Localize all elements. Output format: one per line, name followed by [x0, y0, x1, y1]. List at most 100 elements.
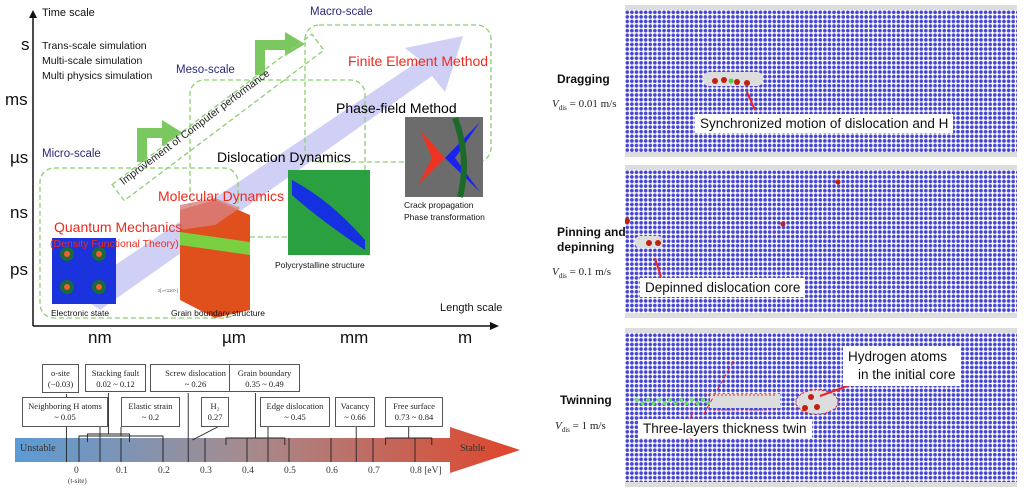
crack-green: [452, 116, 467, 198]
box-value: ~ 0.05: [54, 412, 76, 422]
caption-grain: Grain boundary structure: [171, 308, 266, 318]
polycrystal-dislocations: [292, 180, 365, 250]
note: Multi-scale simulation: [42, 55, 143, 67]
meso-scale-label: Meso-scale: [176, 64, 235, 76]
panel-annotations: [625, 72, 876, 445]
md-grain-boundary: [180, 232, 250, 255]
length-tick: m: [458, 328, 473, 347]
box-value: 0.73 ~ 0.84: [394, 412, 434, 422]
energy-box: Grain boundary 0.35 ~ 0.49: [229, 364, 300, 392]
qm-label: Quantum Mechanics: [54, 219, 183, 235]
energy-tick-label: 0.5: [284, 466, 296, 476]
box-title: Edge dislocation: [266, 401, 324, 411]
energy-box: Neighboring H atoms ~ 0.05: [22, 397, 108, 427]
md-crystal-image: [180, 200, 250, 318]
box-title: Elastic strain: [128, 401, 173, 411]
eq: = 1 m/s: [569, 420, 606, 432]
energy-tick-label: 0.4: [242, 466, 254, 476]
unstable-label: Unstable: [20, 443, 56, 454]
axes-label: z[=<110>]: [158, 288, 178, 293]
energy-box: Edge dislocation ~ 0.45: [260, 397, 330, 427]
time-tick: µs: [10, 148, 29, 167]
md-crystal-top: [180, 198, 240, 230]
energy-tick-label: 0.3: [200, 466, 212, 476]
length-tick: mm: [340, 328, 369, 347]
banner-box: [111, 33, 325, 202]
energy-tick-label: 0: [74, 466, 79, 476]
dd-label: Dislocation Dynamics: [217, 149, 351, 165]
length-axis-label: Length scale: [440, 302, 503, 314]
crack-blue: [445, 122, 480, 192]
box-title: Vacancy: [340, 401, 370, 411]
bent-arrow-icon: [137, 120, 183, 162]
time-tick: ps: [10, 260, 28, 279]
box-title: o-site: [51, 368, 70, 378]
energy-tick-label: 0.1: [116, 466, 128, 476]
vdis-label: Vdis = 1 m/s: [555, 420, 606, 434]
callout-arrow: [746, 91, 756, 111]
macro-scale-label: Macro-scale: [310, 6, 373, 18]
stable-label: Stable: [460, 443, 485, 454]
meso-scale-box: [189, 79, 366, 238]
caption-crack: Crack propagation: [404, 200, 474, 210]
box-value: 0.35 ~ 0.49: [245, 379, 284, 389]
time-tick: ns: [10, 203, 28, 222]
box-value: ~ 0.45: [284, 412, 306, 422]
mode-label: Dragging: [557, 72, 610, 86]
sub: dis: [558, 272, 567, 281]
box-title: Free surface: [393, 401, 435, 411]
caption-electronic: Electronic state: [51, 308, 110, 318]
electron-orbitals: [60, 247, 106, 294]
mode-label: Pinning and depinning: [557, 225, 626, 254]
box-value: (−0.03): [47, 379, 74, 389]
energy-box: o-site (−0.03): [42, 364, 79, 393]
sub: dis: [558, 104, 567, 113]
sub: dis: [561, 426, 570, 435]
energy-scale-graphics: [15, 393, 520, 473]
callout-line: in the initial core: [858, 367, 956, 382]
note: Trans-scale simulation: [42, 40, 147, 52]
vdis-label: Vdis = 0.1 m/s: [552, 266, 611, 280]
callout-arrow: [654, 257, 662, 278]
eq: = 0.1 m/s: [566, 266, 612, 278]
v: V: [552, 98, 559, 110]
macro-scale-box: [304, 24, 492, 163]
energy-box: Free surface 0.73 ~ 0.84: [385, 397, 443, 427]
box-title: Screw dislocation: [165, 368, 226, 378]
v: V: [552, 266, 559, 278]
energy-tick-label: 0.7: [368, 466, 380, 476]
box-title: H₂: [210, 401, 220, 411]
phase-field-label: Phase-field Method: [336, 100, 457, 116]
time-axis-label: Time scale: [42, 7, 95, 19]
multiscale-graphics: [29, 10, 499, 330]
length-tick: µm: [222, 328, 246, 347]
callout-synchronized: Synchronized motion of dislocation and H: [695, 114, 954, 133]
time-tick: ms: [5, 90, 28, 109]
eq: = 0.01 m/s: [566, 98, 617, 110]
crack-red: [418, 130, 445, 185]
box-title: Stacking fault: [91, 368, 140, 378]
caption-phase: Phase transformation: [404, 212, 485, 222]
note: Multi physics simulation: [42, 70, 153, 82]
box-value: ~ 0.2: [141, 412, 160, 422]
dft-label: (Density Functional Theory): [50, 238, 179, 250]
box-title: Neighboring H atoms: [28, 401, 102, 411]
t-site-label: (t-site): [68, 477, 87, 485]
vdis-label: Vdis = 0.01 m/s: [552, 98, 617, 112]
stability-arrow: [15, 427, 520, 473]
box-value: 0.02 ~ 0.12: [96, 379, 135, 389]
dragging-panel: [625, 5, 1017, 157]
box-value: ~ 0.26: [184, 379, 207, 389]
box-value: ~ 0.66: [344, 412, 366, 422]
v: V: [555, 420, 562, 432]
caption-poly: Polycrystalline structure: [275, 260, 365, 270]
time-tick: s: [21, 35, 30, 54]
energy-box: H₂ 0.27: [201, 397, 229, 427]
box-title: Grain boundary: [237, 368, 292, 378]
energy-tick-label: 0.2: [158, 466, 170, 476]
energy-tick-label: 0.8 [eV]: [410, 466, 442, 476]
callout-twin: Three-layers thickness twin: [638, 419, 812, 438]
progress-arrow: [75, 36, 463, 310]
fem-label: Finite Element Method: [348, 53, 489, 69]
bent-arrow-icon: [255, 32, 305, 75]
